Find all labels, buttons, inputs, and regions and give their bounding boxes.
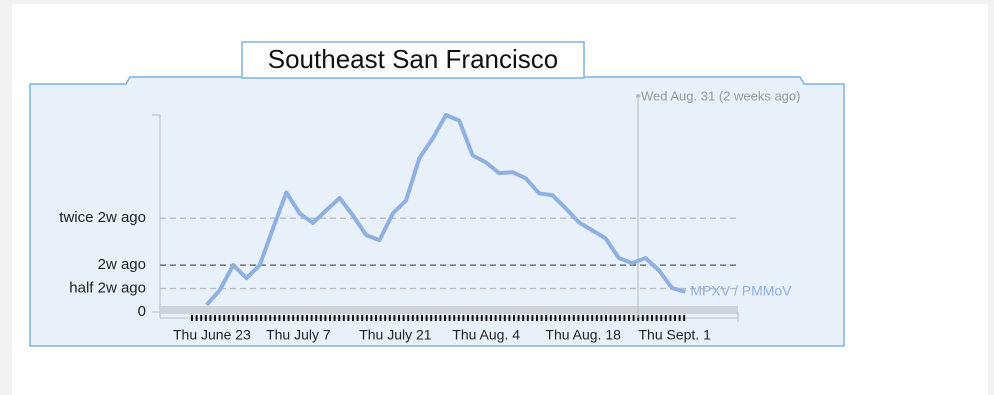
chart-title: Southeast San Francisco [268, 44, 559, 74]
reference-dot [636, 94, 640, 98]
y-tick-label: 2w ago [98, 256, 146, 273]
baseline-band [160, 306, 738, 314]
x-tick-label: Thu July 21 [359, 327, 432, 343]
annotation: Wed Aug. 31 (2 weeks ago) [641, 88, 800, 103]
y-tick-label: half 2w ago [69, 280, 146, 297]
data-line [205, 113, 686, 307]
y-tick-label: 0 [138, 303, 146, 320]
x-tick-label: Thu Aug. 18 [545, 327, 621, 343]
title-box [241, 41, 585, 79]
x-tick-label: Thu June 23 [173, 327, 251, 343]
series-label: MPXV / PMMoV [690, 283, 792, 299]
panel [29, 76, 845, 347]
y-tick-label: twice 2w ago [59, 209, 146, 226]
x-tick-label: Thu Sept. 1 [639, 327, 712, 343]
x-tick-label: Thu July 7 [266, 327, 331, 343]
x-tick-label: Thu Aug. 4 [452, 327, 520, 343]
